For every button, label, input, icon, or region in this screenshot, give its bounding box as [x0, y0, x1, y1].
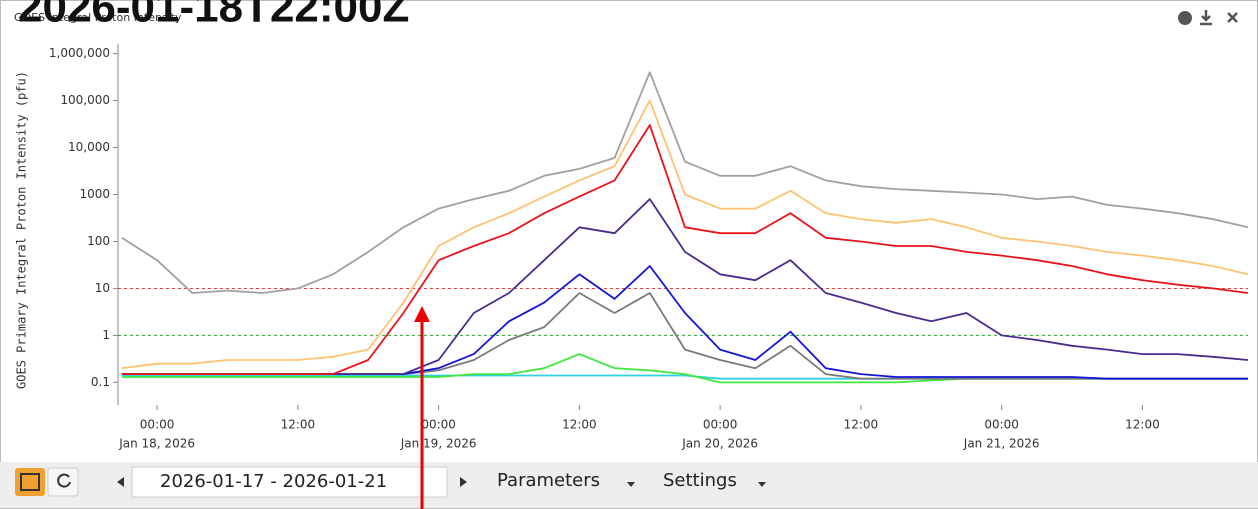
refresh-icon: [57, 473, 71, 488]
x-tick-label: 12:00: [844, 418, 879, 432]
series-line: [121, 71, 1249, 294]
parameters-menu[interactable]: Parameters: [497, 470, 600, 491]
date-range[interactable]: 2026-01-17 - 2026-01-21: [160, 471, 387, 492]
y-axis-label: GOES Primary Integral Proton Intensity (…: [15, 71, 29, 389]
y-tick-label: 1: [102, 328, 110, 342]
x-tick-date: Jan 19, 2026: [400, 437, 477, 451]
y-tick-label: 100: [87, 234, 110, 248]
chart-title: GOES Integral Proton Intensity: [14, 11, 182, 24]
y-tick-label: 1,000,000: [49, 46, 110, 60]
y-tick-label: 1000: [79, 187, 110, 201]
x-tick-date: Jan 20, 2026: [681, 437, 758, 451]
x-tick-label: 12:00: [1125, 418, 1160, 432]
y-tick-label: 0.1: [91, 375, 110, 389]
x-tick-label: 12:00: [281, 418, 316, 432]
annotation-arrowhead: [414, 306, 430, 322]
x-tick-label: 00:00: [984, 418, 1019, 432]
series-line: [121, 124, 1249, 375]
y-tick-label: 100,000: [60, 93, 110, 107]
y-tick-label: 10,000: [68, 140, 110, 154]
next-button[interactable]: [460, 477, 467, 487]
close-icon[interactable]: [1227, 12, 1238, 23]
header-icons[interactable]: [1178, 10, 1238, 26]
y-tick-label: 10: [95, 281, 110, 295]
x-tick-date: Jan 21, 2026: [963, 437, 1040, 451]
x-tick-label: 00:00: [703, 418, 738, 432]
calendar-button[interactable]: [15, 468, 45, 496]
prev-button[interactable]: [117, 477, 124, 487]
refresh-button[interactable]: [47, 467, 79, 497]
x-tick-date: Jan 18, 2026: [118, 437, 195, 451]
x-tick-label: 00:00: [140, 418, 175, 432]
x-tick-label: 00:00: [421, 418, 456, 432]
calendar-icon: [20, 473, 40, 491]
help-icon[interactable]: [1178, 11, 1192, 25]
download-icon[interactable]: [1200, 10, 1212, 26]
parameters-caret: [627, 482, 635, 487]
x-tick-label: 12:00: [562, 418, 597, 432]
settings-menu[interactable]: Settings: [663, 470, 737, 491]
date-range-box[interactable]: [131, 466, 448, 498]
settings-caret: [758, 482, 766, 487]
overlay-time: 2026-01-18T22:00Z: [18, 0, 409, 32]
series-line: [121, 99, 1249, 370]
